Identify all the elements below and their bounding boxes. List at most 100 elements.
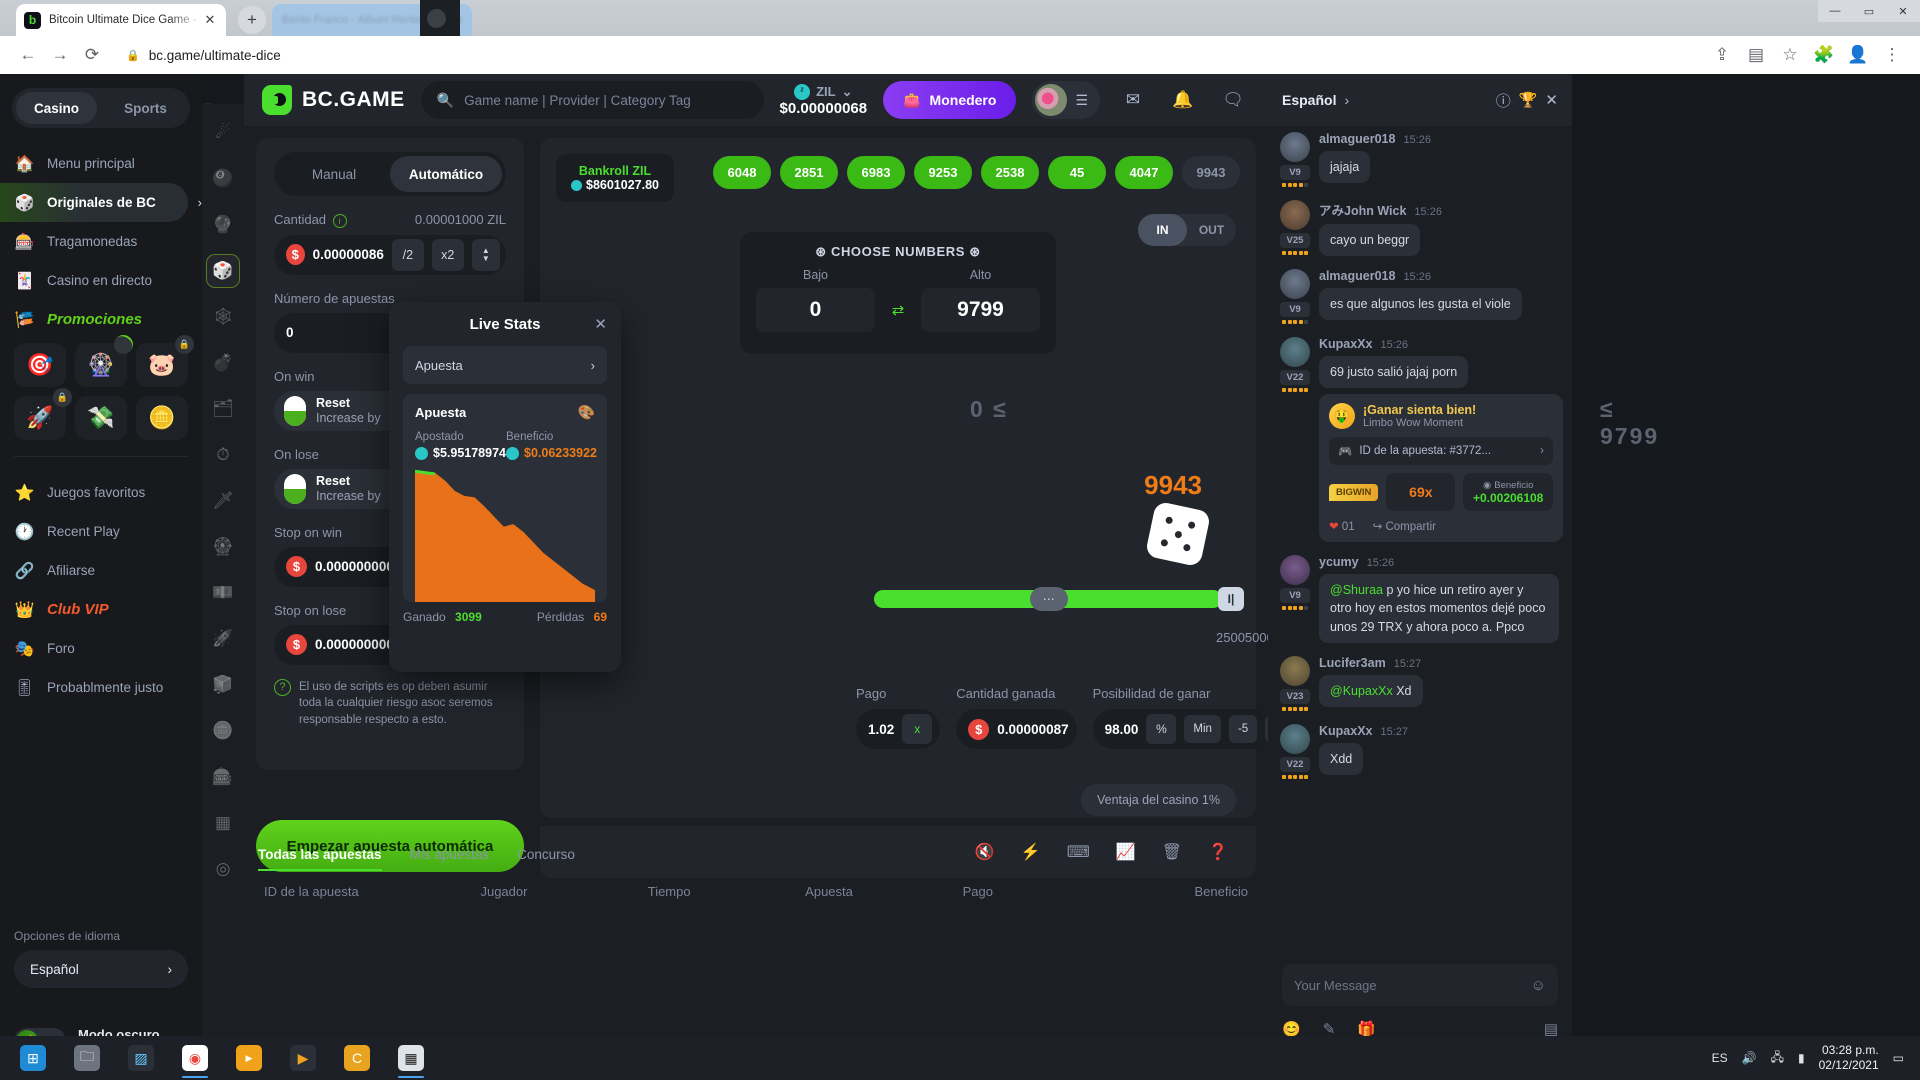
address-bar[interactable]: 🔒 bc.game/ultimate-dice [114, 42, 1698, 68]
history-chip[interactable]: 9253 [914, 156, 972, 189]
tab-close-icon[interactable]: ✕ [204, 12, 216, 27]
promo-tile-wheel[interactable]: 🎡 [75, 331, 137, 387]
slider-handle[interactable]: ⋯ [1029, 587, 1068, 611]
bet-id-row[interactable]: 🎮 ID de la apuesta: #3772... › [1329, 437, 1553, 466]
sidebar-item-originales-de-bc[interactable]: 🎲 Originales de BC › [0, 183, 202, 222]
browser-menu-icon[interactable]: ⋮ [1883, 45, 1901, 64]
live-stats-selector[interactable]: Apuesta › [403, 346, 607, 384]
help-icon[interactable]: ❓ [1208, 844, 1228, 861]
clock[interactable]: 03:28 p.m. 02/12/2021 [1819, 1043, 1879, 1073]
rocket-icon[interactable]: 🚀 [212, 629, 234, 648]
network-icon[interactable]: 🖧 [1770, 1049, 1784, 1064]
cast-icon[interactable]: ▤ [1747, 45, 1765, 64]
chat-language[interactable]: Español [1282, 92, 1337, 108]
forward-icon[interactable]: → [51, 45, 69, 64]
profile-icon[interactable]: 👤 [1847, 45, 1869, 64]
history-chip[interactable]: 4047 [1115, 156, 1173, 189]
toggle-out[interactable]: OUT [1198, 223, 1225, 237]
sidebar-tab-casino[interactable]: Casino [16, 92, 97, 124]
swap-icon[interactable]: ⇄ [891, 302, 905, 319]
tab-manual[interactable]: Manual [311, 166, 357, 182]
flash-icon[interactable]: ⚡ [1020, 844, 1041, 861]
stats-icon[interactable]: 📈 [1115, 844, 1136, 861]
sidebar-item-casino-en-directo[interactable]: 🃏 Casino en directo [0, 261, 202, 300]
new-tab-button[interactable]: + [238, 6, 266, 34]
close-icon[interactable]: ✕ [1545, 92, 1558, 109]
sidebar-item-afiliarse[interactable]: 🔗 Afiliarse [0, 551, 202, 590]
promo-tile-money[interactable]: 💸 [75, 396, 127, 440]
avatar[interactable] [1280, 269, 1310, 300]
toggle-in[interactable]: IN [1138, 214, 1187, 246]
chat-username[interactable]: KupaxXx [1319, 723, 1373, 738]
amount-stepper[interactable]: ▲ ▼ [471, 238, 500, 271]
mute-icon[interactable]: 🔇 [974, 844, 995, 861]
avatar[interactable] [1280, 200, 1310, 230]
calc-icon[interactable]: ▦ [384, 1036, 438, 1080]
promo-tile-rocket[interactable]: 🚀 🔒 [14, 388, 72, 440]
language-selector[interactable]: Español › [14, 950, 188, 988]
sidebar-item-club-vip[interactable]: 👑 Club VIP [0, 590, 202, 629]
window-maximize[interactable]: ▭ [1852, 0, 1886, 22]
chat-username[interactable]: KupaxXx [1319, 337, 1373, 352]
language-indicator[interactable]: ES [1711, 1051, 1728, 1065]
emoji-picker-icon[interactable]: 😊 [1282, 1021, 1301, 1038]
promo-tile-piggy[interactable]: 🐷 🔒 [136, 335, 194, 387]
tab-mis-apuestas[interactable]: Mis apuestas [409, 846, 490, 862]
hash-icon[interactable]: 🎰 [212, 767, 234, 786]
trophy-icon[interactable]: 🏆 [1518, 92, 1538, 109]
chat-messages[interactable]: V9 almaguer018 15:26 jajaja V25 アみJohn W… [1268, 126, 1572, 1006]
slider-end-handle[interactable]: I| [1218, 587, 1244, 611]
grid-icon[interactable]: ▦ [214, 813, 232, 832]
amount-input[interactable]: $ 0.00000086 /2 x2 ▲ ▼ [274, 234, 506, 275]
mail-icon[interactable]: ✉ [1125, 90, 1141, 109]
double-button[interactable]: x2 [431, 238, 464, 271]
back-icon[interactable]: ← [19, 45, 37, 64]
info-icon[interactable]: i [332, 213, 347, 228]
chevron-right-icon[interactable]: › [1344, 92, 1350, 108]
history-chip[interactable]: 6983 [847, 156, 905, 189]
cards-icon[interactable]: 🗂 [212, 399, 234, 418]
sidebar-item-foro[interactable]: 🎭 Foro [0, 629, 202, 668]
chat-username[interactable]: almaguer018 [1319, 132, 1396, 146]
history-chip[interactable]: 45 [1048, 156, 1106, 189]
trash-icon[interactable]: 🗑 [1161, 844, 1183, 861]
coin-icon[interactable]: 🪙 [212, 721, 234, 740]
browser-tab-active[interactable]: b Bitcoin Ultimate Dice Game - Play ✕ [16, 4, 226, 36]
search-input[interactable]: 🔍 Game name | Provider | Category Tag [420, 81, 764, 119]
chat-message-input[interactable]: Your Message ☺ [1282, 964, 1558, 1006]
chat-username[interactable]: Lucifer3am [1319, 655, 1386, 670]
collapse-icon[interactable]: ▤ [1543, 1021, 1558, 1038]
money-icon[interactable]: 💵 [212, 583, 234, 602]
chat-username[interactable]: アみJohn Wick [1319, 204, 1407, 218]
start-button[interactable]: ⊞ [6, 1036, 60, 1080]
volume-icon[interactable]: 🔊 [1741, 1051, 1757, 1065]
user-menu[interactable]: ☰ [1032, 81, 1100, 119]
range-slider[interactable]: ⋯ I| [874, 587, 1244, 611]
sidebar-item-tragamonedas[interactable]: 🎰 Tragamonedas [0, 222, 202, 261]
half-button[interactable]: /2 [391, 238, 424, 271]
tab-automatico[interactable]: Automático [390, 156, 502, 192]
avatar[interactable] [1280, 337, 1310, 368]
bomb-round-icon[interactable]: ⏱ [216, 445, 230, 464]
start-autobet-button[interactable]: Empezar apuesta automática [256, 820, 524, 872]
pencil-icon[interactable]: ✎ [1322, 1021, 1336, 1038]
share-button[interactable]: ↪ Compartir [1373, 519, 1436, 533]
chat-username[interactable]: ycumy [1319, 555, 1359, 570]
history-chip[interactable]: 9943 [1182, 156, 1240, 189]
info-icon[interactable]: ⓘ [1495, 92, 1511, 110]
promo-tile-target[interactable]: 🎯 [14, 343, 66, 387]
low-value[interactable]: 0 [756, 288, 875, 332]
tab-concurso[interactable]: Concurso [517, 846, 575, 862]
mine-icon[interactable]: 🕸 [212, 307, 234, 326]
extensions-icon[interactable]: 🧩 [1813, 45, 1835, 64]
notifications-icon[interactable]: ▭ [1892, 1051, 1904, 1065]
player-icon[interactable]: ▶ [222, 1036, 276, 1080]
comet-icon[interactable]: ☄ [215, 123, 231, 142]
ultimate-dice-icon[interactable]: 🎲 [206, 254, 240, 288]
history-chip[interactable]: 6048 [713, 156, 771, 189]
bomb-icon[interactable]: 💣 [212, 353, 234, 372]
close-icon[interactable]: ✕ [594, 316, 607, 333]
dice-ball-icon[interactable]: 🎱 [212, 169, 234, 188]
cube-icon[interactable]: 🧊 [212, 675, 234, 694]
sidebar-tab-sports[interactable]: Sports [124, 100, 167, 116]
